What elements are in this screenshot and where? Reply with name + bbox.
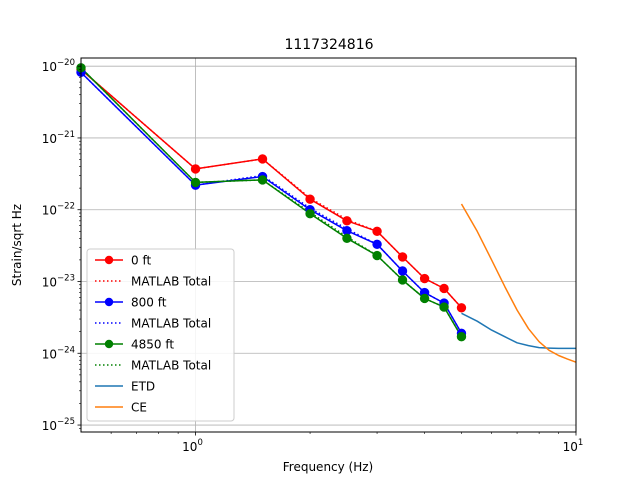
series-line-3 [80, 71, 463, 334]
series-point-4 [397, 275, 408, 285]
x-axis-label: Frequency (Hz) [283, 460, 374, 474]
y-tick-label-exponent: −23 [57, 273, 75, 283]
y-tick-label-base: 10 [42, 132, 57, 146]
legend-entry-3: MATLAB Total [131, 317, 211, 331]
y-axis-label: Strain/sqrt Hz [10, 204, 24, 286]
y-tick-label: 10−22 [42, 202, 75, 218]
series-point-4 [372, 250, 382, 261]
y-tick-label-exponent: −21 [57, 130, 75, 140]
y-tick-label-base: 10 [42, 419, 57, 433]
x-tick-label: 100 [182, 438, 203, 454]
chart-title: 1117324816 [284, 37, 373, 53]
series-point-0 [372, 226, 382, 237]
series-point-0 [257, 154, 268, 164]
x-tick-label-exponent: 0 [197, 438, 202, 448]
x-tick-label: 101 [563, 438, 584, 454]
y-tick-label-base: 10 [42, 347, 57, 361]
x-tick-label-base: 10 [563, 440, 578, 454]
legend-marker-0 [104, 255, 114, 265]
legend-marker-2 [104, 297, 114, 307]
series-point-0 [190, 164, 201, 174]
series-point-4 [456, 332, 467, 342]
series-line-1 [80, 68, 463, 309]
series-point-4 [305, 209, 315, 219]
series-line-7 [460, 203, 577, 363]
y-tick-label: 10−25 [42, 417, 75, 433]
legend-entry-7: CE [131, 401, 147, 415]
series-point-0 [397, 252, 408, 262]
y-tick-label-base: 10 [42, 60, 57, 74]
y-tick-label-exponent: −25 [57, 417, 75, 427]
series-point-0 [305, 194, 315, 204]
x-tick-label-exponent: 1 [578, 438, 583, 448]
legend-entry-5: MATLAB Total [131, 359, 211, 373]
y-tick-label-exponent: −20 [57, 58, 75, 68]
y-tick-label-base: 10 [42, 204, 57, 218]
y-tick-label: 10−23 [42, 273, 75, 289]
series-point-0 [342, 216, 352, 226]
legend-entry-0: 0 ft [131, 254, 151, 268]
series-point-4 [190, 177, 201, 188]
x-tick-label-base: 10 [182, 440, 197, 454]
series-line-5 [80, 67, 463, 338]
legend-entry-6: ETD [131, 380, 155, 394]
legend-entry-2: 800 ft [131, 296, 167, 310]
y-tick-label: 10−20 [42, 58, 75, 74]
legend-entry-1: MATLAB Total [131, 275, 211, 289]
x-ticks: 100 101 [110, 432, 584, 454]
y-tick-label: 10−24 [42, 345, 75, 361]
y-tick-label-base: 10 [42, 275, 57, 289]
legend-entry-4: 4850 ft [131, 338, 174, 352]
series-point-4 [342, 233, 352, 243]
y-tick-label: 10−21 [42, 130, 75, 146]
y-tick-label-exponent: −22 [57, 202, 75, 212]
legend-marker-4 [104, 339, 114, 349]
series-point-4 [257, 175, 268, 185]
series-point-0 [439, 283, 449, 294]
legend-box [86, 248, 235, 422]
y-tick-label-exponent: −24 [57, 345, 75, 355]
series-point-2 [397, 266, 408, 276]
plot-area [76, 63, 577, 363]
series-point-4 [439, 302, 449, 312]
series-point-0 [456, 303, 467, 313]
series-point-4 [419, 293, 430, 304]
series-point-2 [372, 239, 382, 249]
axes-frame [80, 57, 577, 433]
series-line-6 [461, 312, 576, 350]
series-point-0 [419, 273, 430, 284]
legend: 0 ft MATLAB Total 800 ft MATLAB Total 4850 f… [86, 248, 235, 422]
